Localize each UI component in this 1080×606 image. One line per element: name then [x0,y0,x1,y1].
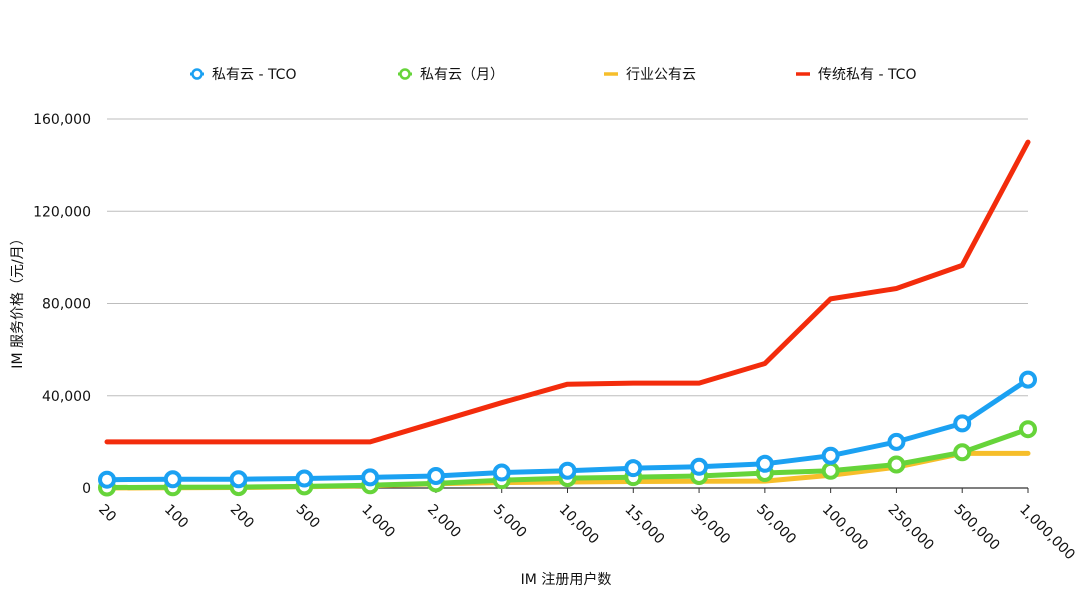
x-tick-label: 500,000 [950,502,1002,554]
legend-item: 私有云（月） [398,67,504,83]
y-axis-ticks: 0 40,000 80,000 120,000 160,000 [33,112,91,497]
series-lines [98,139,1037,497]
data-point [821,446,840,465]
x-axis-title: IM 注册用户数 [521,571,612,588]
x-axis-ticks: 20 100 200 500 1,000 2,000 5,000 10,000 15,000 30… [95,488,1078,563]
data-point [98,470,116,489]
x-tick-label: 30,000 [687,502,733,548]
legend-item: 私有云 - TCO [190,67,296,83]
data-point [229,470,248,489]
data-point [558,461,577,480]
x-tick-label: 500 [293,502,323,532]
data-point [624,459,643,478]
y-tick-label: 120,000 [33,204,91,220]
data-point [887,432,906,451]
legend-label: 私有云 - TCO [212,67,296,83]
data-point [426,467,445,486]
data-point [163,470,182,489]
data-point [361,468,380,487]
x-tick-label: 2,000 [424,502,464,542]
legend-swatch-marker [191,68,203,80]
data-point [1019,370,1037,389]
data-point [887,455,906,474]
data-point [295,469,314,488]
data-point [953,443,972,462]
x-tick-label: 10,000 [556,502,602,548]
series-line [104,139,1031,445]
gridlines [107,118,1028,489]
data-point [1019,420,1037,439]
x-tick-label: 1,000 [358,502,398,542]
legend-label: 传统私有 - TCO [818,67,916,83]
y-tick-label: 80,000 [42,297,91,313]
series-0 [98,370,1037,489]
x-tick-label: 250,000 [885,502,937,554]
y-tick-label: 0 [82,481,91,497]
legend-label: 私有云（月） [420,67,504,83]
x-tick-label: 20 [95,502,119,526]
legend-item: 传统私有 - TCO [796,67,916,83]
data-point [755,454,774,473]
data-point [953,414,972,433]
x-tick-label: 50,000 [753,502,799,548]
series-3 [104,139,1031,445]
legend-item: 行业公有云 [604,67,696,83]
data-point [492,463,511,482]
x-tick-label: 200 [227,502,257,532]
legend: 私有云 - TCO 私有云（月） 行业公有云 传统私有 - TCO [190,67,916,83]
x-tick-label: 15,000 [621,502,667,548]
x-tick-label: 1,000,000 [1016,502,1078,564]
x-tick-label: 100,000 [819,502,871,554]
y-tick-label: 40,000 [42,389,91,405]
x-tick-label: 5,000 [490,502,530,542]
data-point [821,461,840,480]
legend-label: 行业公有云 [626,67,696,83]
y-tick-label: 160,000 [33,112,91,128]
y-axis-title: IM 服务价格（元/月） [10,231,26,368]
data-point [690,457,709,476]
x-tick-label: 100 [161,502,191,532]
legend-swatch-marker [399,68,411,80]
